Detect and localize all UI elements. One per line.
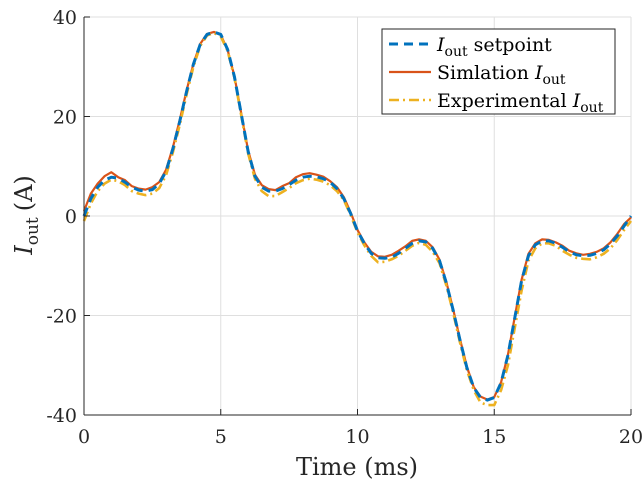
y-tick-label: -20 (46, 306, 77, 328)
legend-label-0: Iout setpoint (436, 34, 552, 60)
x-tick-label: 10 (345, 426, 369, 448)
x-tick-label: 5 (215, 426, 227, 448)
legend-label-2: Experimental Iout (437, 90, 604, 116)
series-lines (82, 30, 633, 407)
y-tick-labels: -40 -20 0 20 40 (46, 7, 77, 427)
legend-label-1: Simlation Iout (437, 62, 566, 88)
axes (83, 16, 632, 416)
y-axis-title-unit: (A) (10, 175, 38, 211)
x-axis-title: Time (ms) (296, 453, 418, 481)
x-tick-label: 20 (619, 426, 643, 448)
y-axis-title-main: I (10, 245, 38, 256)
x-tick-label: 15 (482, 426, 506, 448)
y-axis-title-sub: out (23, 217, 43, 245)
y-tick-label: 20 (53, 107, 77, 129)
series-line-2 (82, 31, 633, 407)
y-axis-title: Iout (A) (10, 175, 43, 256)
x-tick-label: 0 (78, 426, 90, 448)
x-tick-labels: 0 5 10 15 20 (78, 426, 643, 448)
y-tick-label: -40 (46, 405, 77, 427)
y-tick-label: 0 (65, 206, 77, 228)
y-tick-label: 40 (53, 7, 77, 29)
series-line-0 (82, 30, 633, 402)
